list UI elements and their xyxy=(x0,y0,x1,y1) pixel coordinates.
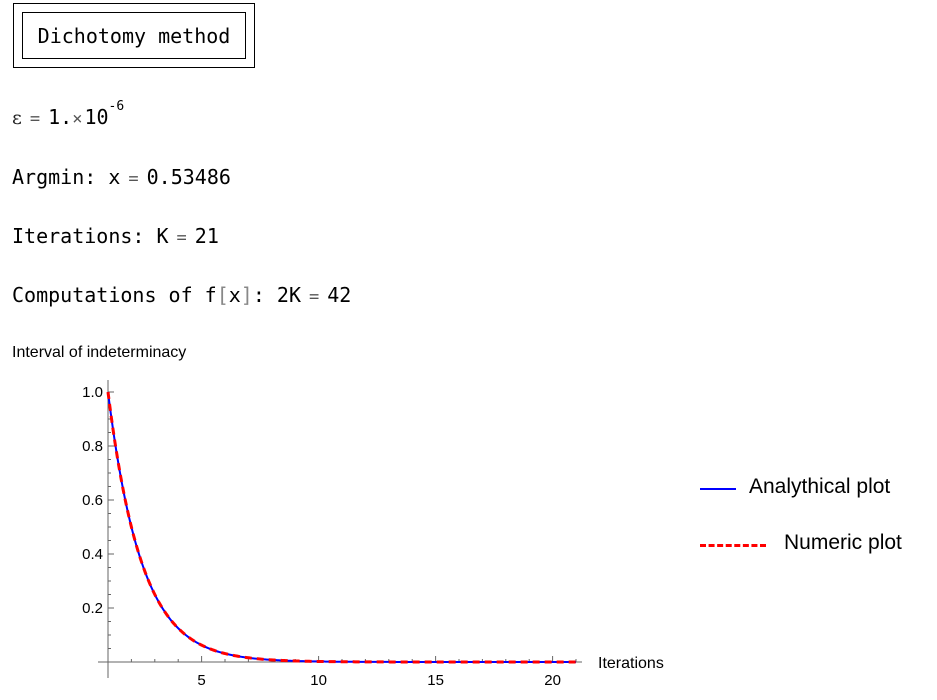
computations-equals: = xyxy=(309,287,320,307)
legend-swatch-analytical xyxy=(700,488,736,490)
epsilon-times: × xyxy=(72,109,83,129)
chart-title: Interval of indeterminacy xyxy=(12,344,187,361)
iterations-line: Iterations: K = 21 xyxy=(12,224,219,248)
computations-label: Computations of f xyxy=(12,283,217,307)
epsilon-symbol: ε xyxy=(12,107,22,129)
y-tick-label: 0.2 xyxy=(82,600,103,617)
y-tick-label: 0.6 xyxy=(82,492,103,509)
argmin-equals: = xyxy=(128,169,139,189)
argmin-value: 0.53486 xyxy=(146,165,231,189)
epsilon-line: ε = 1.× 10-6 xyxy=(12,99,124,129)
series-line-numeric xyxy=(106,391,576,664)
epsilon-base: 10 xyxy=(84,105,109,129)
y-tick-label: 0.8 xyxy=(82,438,103,455)
computations-var: x xyxy=(228,283,241,307)
x-axis-label: Iterations xyxy=(598,655,664,672)
series-line-analytical xyxy=(107,391,576,663)
iterations-value: 21 xyxy=(194,224,219,248)
legend-label-numeric: Numeric plot xyxy=(784,531,902,554)
title-box: Dichotomy method xyxy=(22,12,246,59)
x-tick-label: 5 xyxy=(197,672,205,689)
computations-open-bracket: [ xyxy=(216,283,229,307)
iterations-label: Iterations: K xyxy=(12,224,169,248)
argmin-line: Argmin: x = 0.53486 xyxy=(12,165,231,189)
computations-line: Computations of f[x]: 2K = 42 xyxy=(12,283,351,307)
legend-label-analytical: Analythical plot xyxy=(749,475,891,498)
epsilon-exponent: -6 xyxy=(108,99,125,114)
computations-value: 42 xyxy=(327,283,352,307)
iterations-equals: = xyxy=(176,228,187,248)
x-tick-label: 15 xyxy=(427,672,444,689)
y-tick-label: 1.0 xyxy=(82,384,103,401)
epsilon-equals: = xyxy=(29,109,41,129)
legend-swatch-numeric xyxy=(700,544,766,547)
computations-close-bracket: ] xyxy=(240,283,253,307)
argmin-label: Argmin: x xyxy=(12,165,121,189)
interval-chart: 5 10 15 20 0.2 0.4 0.6 0.8 1.0 Iterations xyxy=(82,380,664,689)
y-tick-label: 0.4 xyxy=(82,546,103,563)
epsilon-mantissa: 1. xyxy=(48,105,73,129)
x-tick-label: 10 xyxy=(310,672,327,689)
title-frame: Dichotomy method xyxy=(13,3,255,68)
title-text: Dichotomy method xyxy=(37,23,231,48)
x-tick-label: 20 xyxy=(544,672,561,689)
computations-label-post: : 2K xyxy=(252,283,302,307)
